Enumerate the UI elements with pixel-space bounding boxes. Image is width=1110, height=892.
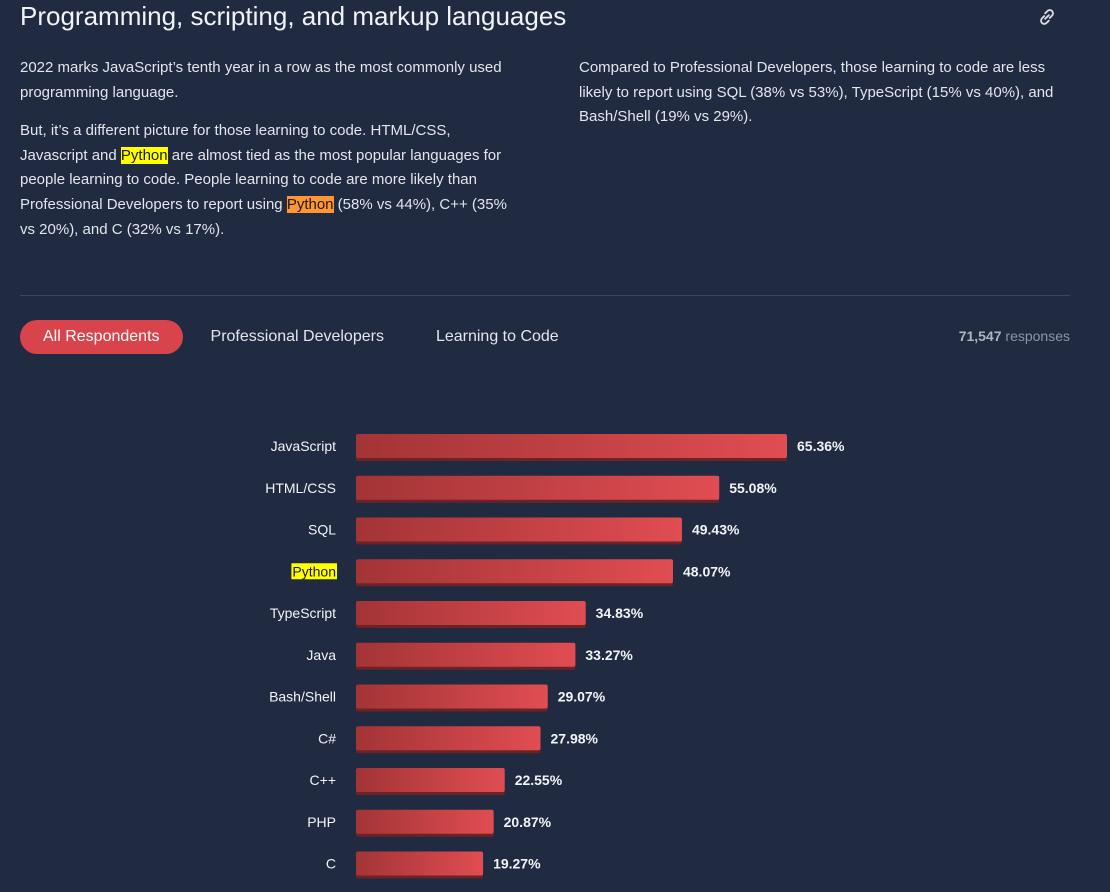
bar-value-c: 22.55% <box>515 772 563 788</box>
bar-sql[interactable] <box>356 517 682 542</box>
bar-value-php: 20.87% <box>504 814 552 830</box>
bar-value-sql: 49.43% <box>692 522 740 538</box>
highlight-python-current: Python <box>286 195 334 213</box>
bar-java[interactable] <box>356 642 576 667</box>
bar-label-java: Java <box>306 647 336 663</box>
bar-javascript[interactable] <box>356 434 787 458</box>
intro-left-column: 2022 marks JavaScript’s tenth year in a … <box>20 56 520 256</box>
intro-text: (58% vs 44%), C++ (35% vs 20%), and C (3… <box>20 195 507 238</box>
bar-label-sql: SQL <box>308 522 336 538</box>
bar-value-python: 48.07% <box>683 563 731 579</box>
intro-text: But, it’s a different picture for those … <box>20 122 451 164</box>
response-count: 71,547 responses <box>959 328 1070 344</box>
bar-typescript[interactable] <box>356 601 586 625</box>
bar-php[interactable] <box>356 809 494 834</box>
page-title: Programming, scripting, and markup langu… <box>20 1 567 31</box>
bar-label-c: C++ <box>310 772 336 788</box>
response-count-number: 71,547 <box>958 328 1002 344</box>
intro-paragraph-2: But, it’s a different picture for those … <box>20 119 520 242</box>
bar-label-typescript: TypeScript <box>270 605 336 621</box>
bar-c[interactable] <box>356 851 484 876</box>
bar-python[interactable] <box>356 559 673 584</box>
response-count-suffix: responses <box>1005 328 1070 344</box>
bar-label-c: C# <box>318 730 336 746</box>
bar-html-css[interactable] <box>356 475 720 500</box>
highlight-python: Python <box>120 146 168 164</box>
bar-value-javascript: 65.36% <box>797 438 845 454</box>
bar-label-php: PHP <box>307 814 336 830</box>
intro-text: are almost tied as the most popular lang… <box>20 146 502 213</box>
bar-value-html-css: 55.08% <box>729 480 777 496</box>
bar-value-c: 27.98% <box>551 730 599 746</box>
bar-value-typescript: 34.83% <box>596 605 644 621</box>
bar-c[interactable] <box>356 726 541 751</box>
bar-value-java: 33.27% <box>585 647 633 663</box>
intro-paragraph-3: Compared to Professional Developers, tho… <box>579 59 1054 126</box>
respondent-tabs: All Respondents Professional Developers … <box>20 320 588 354</box>
bar-label-c: C <box>326 856 336 872</box>
bar-label-highlight <box>291 563 337 580</box>
divider <box>20 295 1070 296</box>
intro-right-column: Compared to Professional Developers, tho… <box>579 56 1074 144</box>
bar-c[interactable] <box>356 768 505 792</box>
bar-value-c: 19.27% <box>493 856 541 872</box>
tab-learning-to-code[interactable]: Learning to Code <box>435 328 559 345</box>
bar-label-javascript: JavaScript <box>271 438 336 454</box>
bar-label-html-css: HTML/CSS <box>265 480 336 496</box>
section-header: Programming, scripting, and markup langu… <box>20 0 1070 36</box>
bar-label-python: Python <box>292 563 336 579</box>
intro-paragraph-1: 2022 marks JavaScript’s tenth year in a … <box>20 59 502 101</box>
bar-label-bash-shell: Bash/Shell <box>269 689 336 705</box>
link-icon[interactable] <box>1036 6 1058 28</box>
bar-bash-shell[interactable] <box>356 684 548 709</box>
tab-all-respondents[interactable]: All Respondents <box>20 320 183 354</box>
bar-value-bash-shell: 29.07% <box>558 689 606 705</box>
tab-professional-developers[interactable]: Professional Developers <box>210 328 384 345</box>
